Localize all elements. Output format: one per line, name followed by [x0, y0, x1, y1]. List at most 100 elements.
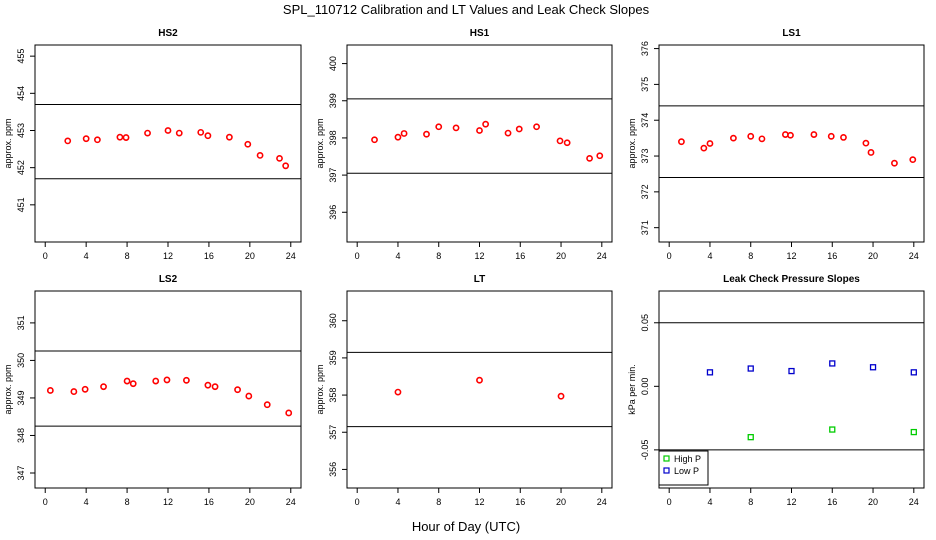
x-tick-label: 12: [163, 251, 173, 261]
data-point: [810, 131, 818, 138]
data-point: [152, 377, 160, 385]
y-tick-label: 373: [640, 149, 650, 164]
x-tick-label: 0: [667, 251, 672, 261]
y-tick-label: 0.00: [640, 378, 650, 396]
x-tick-label: 24: [286, 251, 296, 261]
data-point: [747, 365, 754, 372]
data-point: [256, 151, 264, 159]
x-tick-label: 8: [436, 497, 441, 507]
y-axis-label: approx. ppm: [315, 364, 325, 414]
y-tick-label: 374: [640, 113, 650, 128]
y-axis-label: approx. ppm: [627, 118, 637, 168]
data-point: [435, 123, 443, 131]
data-point: [758, 135, 766, 143]
data-point: [829, 426, 836, 433]
data-point: [840, 134, 847, 141]
data-point: [122, 134, 130, 141]
x-tick-label: 20: [556, 497, 566, 507]
y-tick-label: 350: [16, 353, 26, 368]
plot-frame: [346, 44, 613, 243]
y-tick-label: 360: [328, 313, 338, 328]
x-tick-label: 16: [515, 497, 525, 507]
x-tick-label: 20: [556, 251, 566, 261]
data-point: [910, 369, 917, 376]
x-tick-label: 4: [707, 497, 712, 507]
data-point: [225, 133, 233, 141]
legend-label: High P: [674, 454, 701, 464]
x-tick-label: 24: [286, 497, 296, 507]
data-point: [706, 369, 714, 376]
data-point: [394, 388, 402, 396]
y-tick-label: 356: [328, 462, 338, 477]
data-point: [788, 367, 795, 375]
data-point: [234, 386, 241, 394]
data-point: [183, 376, 190, 384]
data-point: [197, 128, 205, 136]
data-point: [129, 380, 137, 388]
data-point: [747, 434, 754, 441]
data-point: [244, 140, 252, 148]
x-tick-label: 4: [84, 251, 89, 261]
y-axis-label: kPa per min.: [627, 364, 637, 415]
x-tick-label: 20: [868, 251, 878, 261]
panels-container: HS2 0 4 8 12 16 20 24 451 452 453 454 455 approx. ppm…: [3, 28, 925, 507]
x-tick-label: 4: [395, 497, 400, 507]
data-point: [144, 129, 151, 137]
panel-hs2: HS2 0 4 8 12 16 20 24 451 452 453 454 455 approx. ppm: [3, 28, 302, 261]
data-point: [211, 383, 219, 391]
data-point: [700, 144, 708, 152]
y-tick-label: 454: [16, 86, 26, 101]
figure-title: SPL_110712 Calibration and LT Values and…: [283, 2, 650, 17]
data-point: [400, 130, 408, 137]
data-point: [46, 387, 54, 394]
data-point: [204, 381, 212, 389]
data-point: [423, 130, 430, 138]
x-tick-label: 12: [786, 497, 796, 507]
y-tick-label: 351: [16, 315, 26, 330]
panel-leak-check-pressure-slopes: Leak Check Pressure Slopes 0 4 8 12 16 20 24 -0.…: [627, 274, 925, 507]
panel-lt: LT 0 4 8 12 16 20 24 356 357 358 359 360 approx. ppm: [315, 274, 613, 507]
data-point: [163, 376, 171, 384]
data-point: [586, 154, 593, 162]
y-axis-label: approx. ppm: [315, 118, 325, 168]
data-point: [263, 401, 271, 409]
data-point: [910, 428, 917, 436]
x-tick-label: 12: [786, 251, 796, 261]
data-point: [515, 125, 523, 133]
data-point: [123, 377, 131, 385]
panel-title: HS2: [158, 28, 178, 39]
x-tick-label: 4: [395, 251, 400, 261]
panel-title: LT: [474, 274, 485, 285]
panel-ls2: LS2 0 4 8 12 16 20 24 347 348 349 350 351 approx. ppm: [3, 274, 302, 507]
x-tick-label: 20: [245, 497, 255, 507]
panel-title: Leak Check Pressure Slopes: [723, 274, 860, 285]
y-tick-label: 375: [640, 77, 650, 92]
data-point: [116, 133, 124, 141]
data-point: [556, 137, 564, 145]
x-tick-label: 16: [204, 251, 214, 261]
x-tick-label: 8: [125, 497, 130, 507]
data-point: [862, 139, 870, 147]
x-tick-label: 16: [827, 251, 837, 261]
data-point: [504, 129, 512, 137]
x-tick-label: 8: [748, 251, 753, 261]
y-tick-label: 357: [328, 425, 338, 440]
data-point: [394, 133, 402, 141]
data-point: [829, 360, 836, 367]
data-point: [94, 136, 101, 144]
y-tick-label: 396: [328, 205, 338, 220]
data-point: [533, 123, 540, 131]
panel-ls1: LS1 0 4 8 12 16 20 24 371 372 373 374 375 376 approx. …: [627, 28, 925, 261]
x-tick-label: 20: [245, 251, 255, 261]
data-point: [245, 392, 253, 400]
data-point: [452, 124, 460, 132]
x-tick-label: 0: [43, 251, 48, 261]
data-point: [285, 409, 293, 417]
data-point: [476, 376, 483, 384]
y-tick-label: 371: [640, 220, 650, 235]
legend: High P Low P: [658, 450, 709, 486]
y-axis-label: approx. ppm: [3, 364, 13, 414]
legend-marker: [663, 467, 670, 474]
data-point: [82, 135, 90, 143]
x-tick-label: 8: [748, 497, 753, 507]
